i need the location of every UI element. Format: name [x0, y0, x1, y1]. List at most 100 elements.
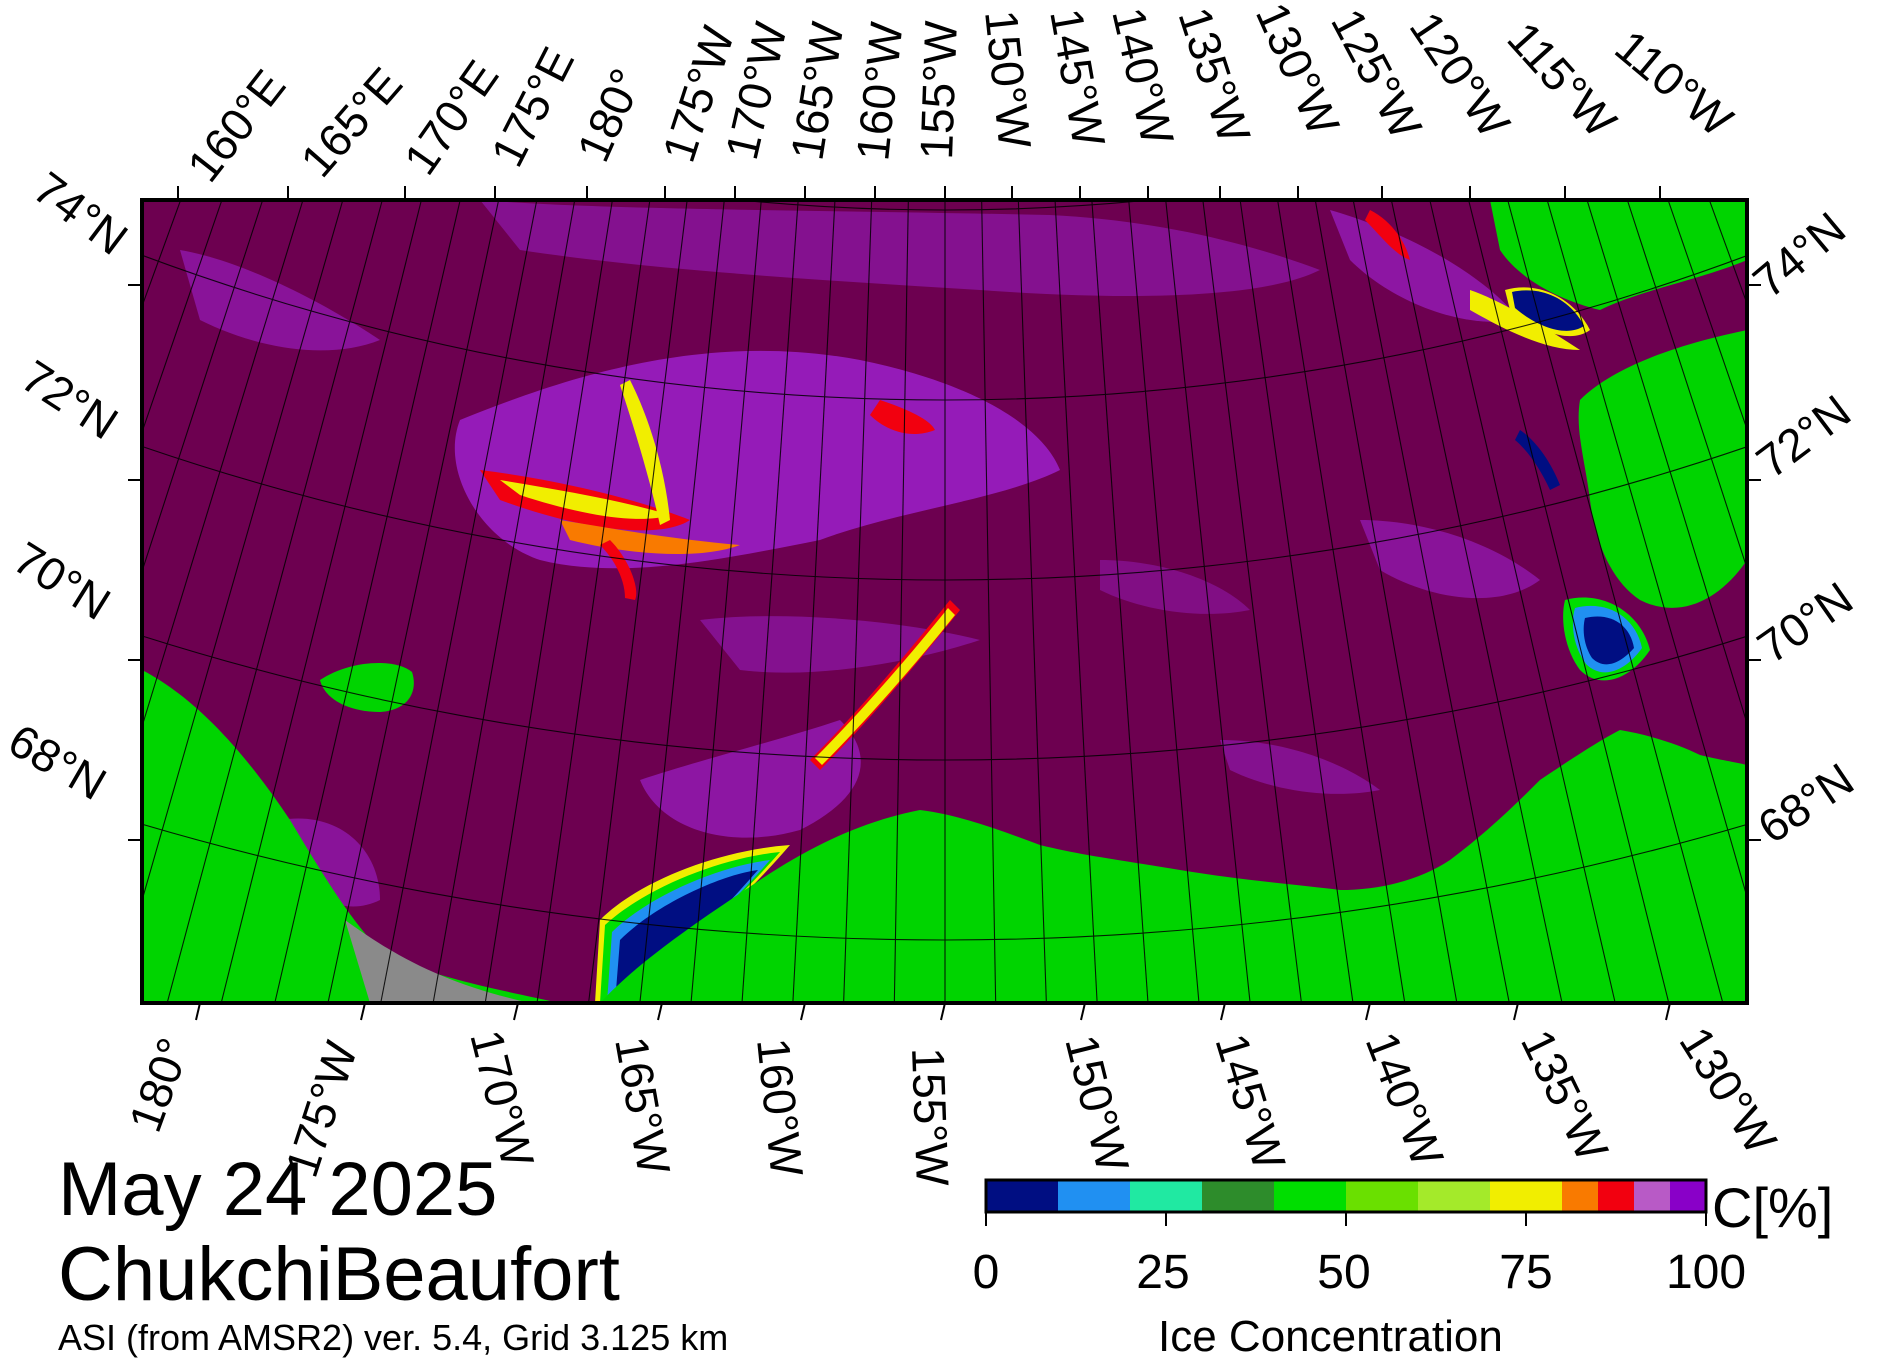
colorbar-swatch — [1058, 1180, 1130, 1212]
bottom-lon-label: 145°W — [1205, 1028, 1295, 1176]
bottom-tick — [1220, 1002, 1226, 1021]
colorbar-swatch — [1418, 1180, 1490, 1212]
meridian-line — [1239, 200, 1354, 1003]
top-lon-label: 115°W — [1498, 12, 1627, 148]
colorbar-swatch — [986, 1180, 1058, 1212]
graticule — [0, 0, 1890, 1003]
colorbar-tick-label: 100 — [1665, 1246, 1747, 1299]
right-latitude-labels: 74°N 72°N 70°N 68°N — [1743, 202, 1863, 854]
meridian-line — [1128, 200, 1200, 1003]
colorbar — [984, 1178, 1708, 1226]
map-area — [0, 0, 1890, 1003]
top-lon-label: 160°E — [177, 60, 295, 191]
bottom-tick — [1080, 1002, 1086, 1021]
bottom-lon-label: 140°W — [1356, 1025, 1454, 1174]
meridian-line — [142, 200, 344, 903]
chukotka-siberia-land — [142, 670, 560, 1003]
bottom-lon-label: 165°W — [605, 1033, 680, 1179]
meridian-line — [220, 200, 422, 1003]
left-lat-label: 68°N — [0, 714, 115, 810]
top-lon-label: 170°E — [394, 51, 509, 184]
meridian-line — [536, 200, 651, 1003]
meridian-line — [166, 200, 383, 1003]
meridian-line — [0, 0, 164, 954]
ticks — [128, 186, 1761, 1021]
ice-streaks — [480, 210, 1580, 770]
meridian-line — [1884, 0, 1890, 837]
colorbar-swatch — [1670, 1180, 1706, 1212]
colorbar-tick-label: 50 — [1317, 1246, 1371, 1299]
bottom-tick — [513, 1002, 519, 1021]
meridian-line — [1091, 200, 1149, 1003]
meridian-line — [1390, 200, 1563, 1003]
top-lon-label: 175°E — [481, 39, 584, 175]
meridian-line — [1277, 200, 1406, 1003]
colorbar-swatch — [1202, 1180, 1274, 1212]
right-lat-label: 72°N — [1747, 385, 1860, 488]
meridian-line — [327, 200, 500, 1003]
meridian-line — [0, 0, 6, 837]
right-lat-label: 74°N — [1743, 202, 1855, 308]
meridian-line — [741, 200, 799, 1003]
left-lat-label: 72°N — [13, 350, 128, 450]
meridian-line — [1165, 200, 1251, 1003]
meridian-line — [639, 200, 725, 1003]
bottom-tick — [1665, 1002, 1671, 1021]
top-lon-label: 150°W — [975, 8, 1041, 152]
northern-island — [1490, 200, 1747, 310]
meridian-line — [792, 200, 836, 1003]
meridian-line — [484, 200, 613, 1003]
meridian-line — [432, 200, 576, 1003]
top-lon-label: 160°W — [846, 19, 912, 163]
colorbar-swatch — [1274, 1180, 1346, 1212]
no-data-region — [345, 920, 530, 1003]
bottom-lon-label: 160°W — [747, 1036, 813, 1180]
left-lat-label: 74°N — [24, 161, 137, 264]
colorbar-swatch — [1562, 1180, 1598, 1212]
top-longitude-labels: 160°E 165°E 170°E 175°E 180° 175°W 170°W… — [177, 0, 1743, 191]
bottom-tick — [195, 1002, 201, 1021]
meridian-line — [690, 200, 762, 1003]
top-lon-label: 155°W — [910, 19, 967, 160]
banks-victoria-island — [1578, 330, 1747, 608]
right-lat-label: 68°N — [1749, 753, 1863, 854]
bottom-lon-label: 155°W — [902, 1047, 959, 1188]
alaska-land — [600, 730, 1747, 1003]
bottom-lon-label: 130°W — [1670, 1018, 1788, 1164]
bottom-tick — [1365, 1002, 1371, 1021]
meridian-line — [843, 200, 873, 1003]
right-lat-label: 70°N — [1748, 572, 1862, 674]
bottom-tick — [360, 1002, 366, 1021]
colorbar-tick-label: 75 — [1499, 1246, 1553, 1299]
meridian-line — [1546, 200, 1747, 899]
bottom-lon-label: 135°W — [1511, 1022, 1619, 1170]
meridian-line — [1429, 200, 1616, 1003]
meridian-line — [981, 200, 997, 1003]
meridian-line — [1314, 200, 1458, 1003]
colorbar-swatch — [1346, 1180, 1418, 1212]
meridian-line — [1054, 200, 1098, 1003]
map-date: May 24 2025 — [58, 1147, 498, 1232]
meridian-line — [1202, 200, 1302, 1003]
top-lon-label: 180° — [567, 61, 653, 169]
bottom-lon-label: 180° — [119, 1031, 200, 1138]
bottom-lon-label: 150°W — [1055, 1030, 1139, 1178]
meridian-line — [380, 200, 538, 1003]
meridian-line — [893, 200, 909, 1003]
bottom-tick — [940, 1002, 946, 1021]
meridian-line — [1626, 200, 1747, 571]
colorbar-unit: C[%] — [1712, 1176, 1834, 1239]
bottom-tick — [657, 1002, 663, 1021]
colorbar-swatch — [1598, 1180, 1634, 1212]
region-name: ChukchiBeaufort — [58, 1232, 620, 1317]
meridian-line — [1017, 200, 1047, 1003]
meridian-line — [1352, 200, 1510, 1003]
wrangel-island — [320, 662, 414, 712]
data-source: ASI (from AMSR2) ver. 5.4, Grid 3.125 km — [58, 1317, 729, 1358]
colorbar-tick-label: 25 — [1136, 1246, 1190, 1299]
meridian-line — [142, 200, 304, 729]
land — [142, 200, 1747, 1003]
top-lon-label: 145°W — [1040, 5, 1115, 151]
colorbar-title: Ice Concentration — [1158, 1312, 1503, 1361]
